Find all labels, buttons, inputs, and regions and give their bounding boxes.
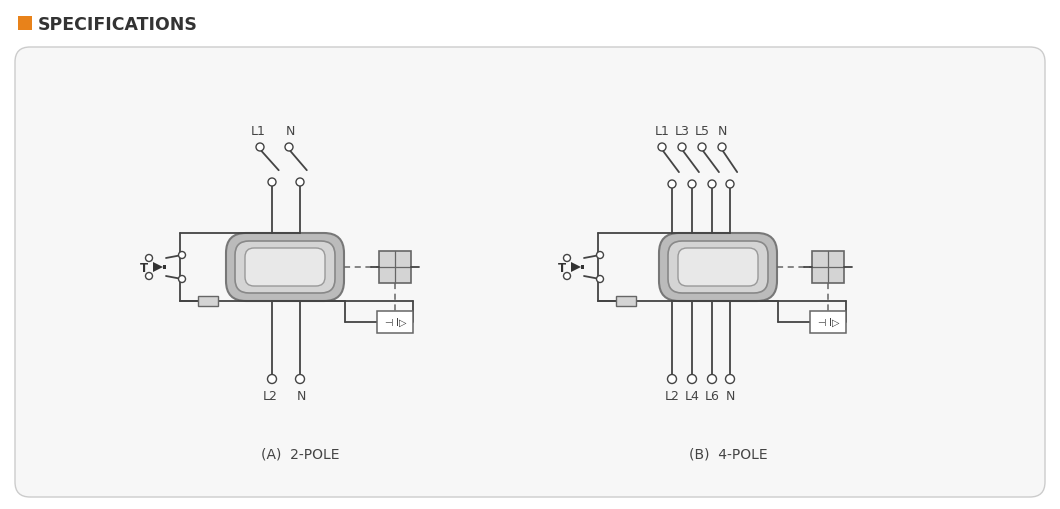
Text: L3: L3 [674,125,689,138]
FancyBboxPatch shape [678,248,758,287]
Text: $\dashv$I$\rhd$: $\dashv$I$\rhd$ [816,316,841,329]
Bar [379,251,411,284]
Text: L6: L6 [705,389,720,402]
Circle shape [668,375,676,384]
Text: L1: L1 [250,125,265,138]
Text: L2: L2 [263,389,278,402]
Circle shape [285,144,293,152]
Text: L4: L4 [685,389,700,402]
Bar [812,251,844,284]
Circle shape [726,181,734,189]
Circle shape [296,375,304,384]
Circle shape [178,252,186,259]
Circle shape [707,375,717,384]
Circle shape [688,375,696,384]
Text: $\dashv$I$\rhd$: $\dashv$I$\rhd$ [383,316,407,329]
Circle shape [597,276,603,283]
Circle shape [145,273,153,280]
Circle shape [597,252,603,259]
Circle shape [668,181,676,189]
Circle shape [267,375,277,384]
Text: (A)  2-POLE: (A) 2-POLE [261,447,339,461]
Text: N: N [285,125,295,138]
FancyBboxPatch shape [226,234,344,301]
Circle shape [718,144,726,152]
FancyBboxPatch shape [15,48,1045,497]
FancyBboxPatch shape [235,242,335,293]
FancyBboxPatch shape [659,234,777,301]
Bar [198,296,218,306]
Text: T: T [558,261,566,274]
Bar [810,312,846,333]
Bar [18,17,32,31]
Text: L5: L5 [694,125,709,138]
Text: N: N [718,125,727,138]
Circle shape [658,144,666,152]
Circle shape [145,255,153,262]
Text: L1: L1 [655,125,670,138]
Polygon shape [153,263,163,272]
Circle shape [257,144,264,152]
Text: (B)  4-POLE: (B) 4-POLE [689,447,767,461]
Text: N: N [297,389,305,402]
Text: L2: L2 [665,389,679,402]
Bar [581,266,584,269]
Bar [616,296,636,306]
Circle shape [564,273,570,280]
Polygon shape [571,263,581,272]
Circle shape [564,255,570,262]
Circle shape [697,144,706,152]
Text: SPECIFICATIONS: SPECIFICATIONS [38,16,198,34]
Circle shape [678,144,686,152]
Circle shape [725,375,735,384]
Bar [163,266,166,269]
Text: N: N [725,389,735,402]
FancyBboxPatch shape [245,248,325,287]
Text: T: T [140,261,148,274]
Circle shape [688,181,696,189]
Circle shape [296,179,304,187]
Circle shape [178,276,186,283]
Bar [377,312,413,333]
FancyBboxPatch shape [668,242,768,293]
Circle shape [268,179,276,187]
Circle shape [708,181,716,189]
